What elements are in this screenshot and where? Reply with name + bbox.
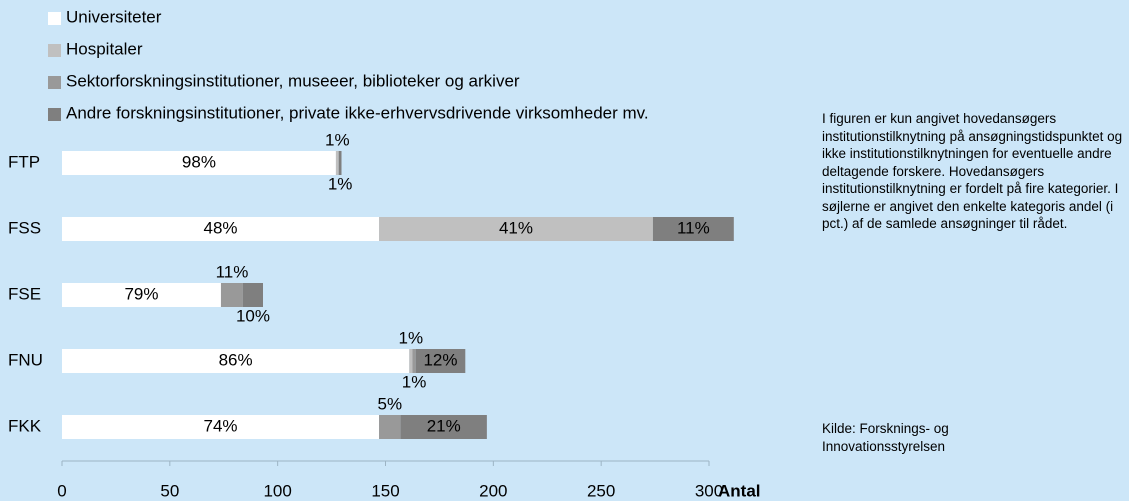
value-label: 1% <box>399 328 424 347</box>
value-label: 79% <box>124 284 158 303</box>
value-label: 10% <box>236 306 270 325</box>
bar-segment <box>62 283 221 307</box>
y-tick-label: FSS <box>8 218 41 237</box>
value-label: 74% <box>203 416 237 435</box>
bar-segment <box>62 217 380 241</box>
bar-segment <box>652 217 734 241</box>
x-tick-label: 200 <box>479 481 507 500</box>
x-tick-label: 0 <box>57 481 66 500</box>
value-label: 11% <box>677 218 710 237</box>
legend-swatch <box>48 108 61 121</box>
source: Kilde: Forsknings- og Innovationsstyrels… <box>822 421 949 454</box>
value-label: 21% <box>427 416 461 435</box>
bar-segment <box>220 283 243 307</box>
x-tick-label: 100 <box>263 481 291 500</box>
x-axis-label: Antal <box>718 481 761 500</box>
x-tick-label: 150 <box>371 481 399 500</box>
legend-swatch <box>48 12 61 25</box>
value-label: 1% <box>402 372 427 391</box>
value-label: 98% <box>182 152 216 171</box>
y-tick-label: FKK <box>8 416 42 435</box>
x-tick-label: 50 <box>160 481 179 500</box>
bar-segment <box>400 415 487 439</box>
legend-label: Universiteter <box>66 7 162 26</box>
legend-label: Hospitaler <box>66 39 143 58</box>
y-tick-label: FNU <box>8 350 43 369</box>
x-tick-label: 250 <box>587 481 615 500</box>
value-label: 48% <box>203 218 237 237</box>
value-label: 41% <box>499 218 533 237</box>
legend-swatch <box>48 44 61 57</box>
value-label: 86% <box>219 350 253 369</box>
legend-label: Andre forskningsinstitutioner, private i… <box>66 103 649 122</box>
bar-segment <box>338 151 342 175</box>
bar-segment <box>379 415 401 439</box>
y-tick-label: FSE <box>8 284 41 303</box>
bar-segment <box>415 349 466 373</box>
legend-label: Sektorforskningsinstitutioner, museeer, … <box>66 71 520 90</box>
bar-segment <box>379 217 653 241</box>
bar-segment <box>62 415 380 439</box>
y-tick-label: FTP <box>8 152 40 171</box>
legend-swatch <box>48 76 61 89</box>
value-label: 12% <box>423 350 457 369</box>
value-label: 5% <box>378 394 403 413</box>
x-tick-label: 300 <box>695 481 723 500</box>
note: I figuren er kun angivet hovedansøgers i… <box>822 111 1123 231</box>
bar-segment <box>335 151 339 175</box>
bar-segment <box>242 283 264 307</box>
bar-segment <box>62 151 336 175</box>
value-label: 11% <box>216 262 249 281</box>
bar-segment <box>62 349 410 373</box>
bar-segment <box>409 349 413 373</box>
value-label: 1% <box>328 174 353 193</box>
value-label: 1% <box>325 130 350 149</box>
bar-segment <box>412 349 416 373</box>
